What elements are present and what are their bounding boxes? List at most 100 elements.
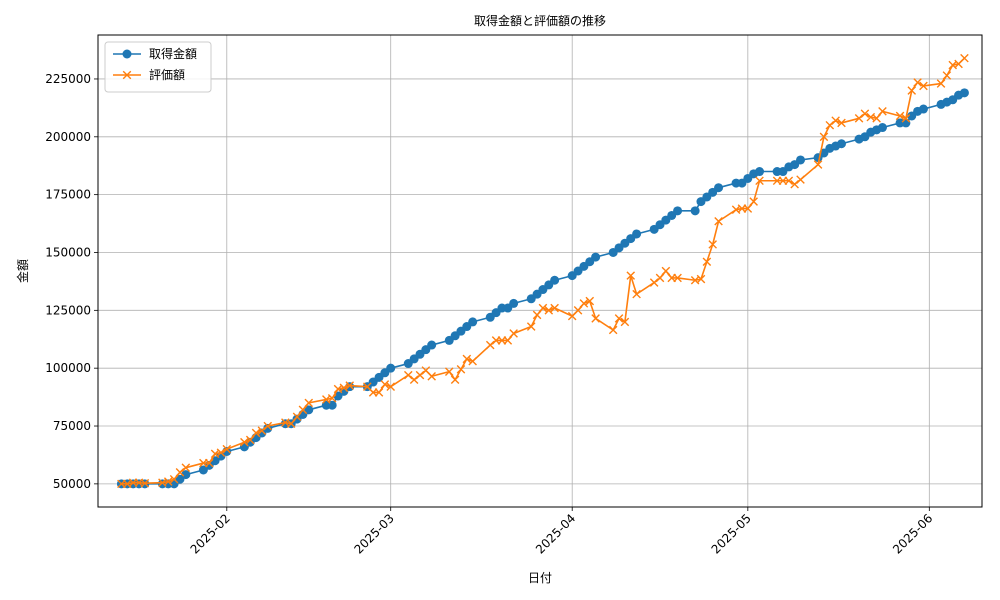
data-point (140, 478, 150, 488)
data-point (415, 370, 425, 380)
data-point (743, 204, 753, 213)
x-tick-label: 2025-03 (351, 511, 396, 556)
data-point (468, 317, 478, 327)
y-tick-label: 100000 (45, 361, 91, 375)
legend-label: 取得金額 (149, 46, 197, 61)
data-point (181, 463, 191, 472)
data-point (181, 470, 191, 480)
data-point (163, 477, 173, 486)
data-point (380, 380, 390, 389)
data-point (872, 113, 881, 123)
data-point (591, 314, 600, 323)
data-point (444, 367, 454, 376)
data-point (614, 314, 624, 323)
y-axis: 50000 75000 100000 125000 150000 175000 200000… (45, 72, 98, 491)
data-point (714, 216, 723, 226)
data-point (796, 155, 806, 165)
data-point (655, 273, 665, 283)
data-point (462, 354, 472, 364)
y-tick-label: 50000 (53, 477, 91, 491)
data-point (877, 123, 887, 133)
data-point (374, 388, 384, 397)
data-point (509, 298, 519, 308)
legend-marker (122, 70, 132, 80)
data-point (942, 71, 952, 80)
data-point (292, 412, 302, 422)
y-axis-label: 金額 (15, 259, 30, 283)
data-point (503, 336, 513, 345)
plot-area-frame (97, 34, 983, 508)
data-point (386, 363, 396, 373)
data-point (245, 435, 255, 445)
data-point (591, 252, 601, 262)
data-point (796, 175, 805, 184)
series-layer (116, 53, 969, 489)
grid (98, 35, 982, 507)
legend-marker (122, 49, 132, 59)
data-point (509, 329, 518, 338)
data-point (632, 289, 641, 299)
data-point (339, 383, 349, 393)
data-point (819, 132, 829, 142)
data-point (714, 183, 724, 193)
data-point (784, 176, 794, 186)
data-point (345, 381, 355, 390)
data-point (427, 340, 437, 350)
data-point (456, 365, 466, 374)
data-point (936, 79, 946, 88)
data-point (661, 266, 671, 276)
data-point (298, 405, 308, 415)
data-point (304, 398, 314, 408)
y-tick-label: 150000 (45, 245, 91, 259)
x-axis-label: 日付 (528, 571, 552, 585)
data-point (673, 206, 683, 216)
data-point (169, 474, 179, 484)
x-tick-label: 2025-04 (533, 511, 578, 556)
data-point (632, 229, 642, 239)
data-point (327, 393, 337, 403)
data-point (831, 116, 840, 125)
y-tick-label: 200000 (45, 130, 91, 144)
y-tick-label: 75000 (53, 419, 91, 433)
data-point (386, 382, 396, 391)
data-point (175, 467, 185, 477)
y-tick-label: 125000 (45, 303, 91, 317)
data-point (403, 370, 413, 380)
legend-item-0: 取得金額 (113, 46, 197, 61)
data-point (836, 139, 846, 149)
data-point (696, 274, 706, 284)
data-point (960, 53, 969, 63)
data-point (240, 437, 249, 447)
data-point (749, 197, 758, 206)
series-0 (116, 88, 969, 489)
data-point (585, 296, 595, 306)
data-point (304, 405, 314, 415)
data-point (708, 240, 717, 249)
data-point (790, 179, 799, 189)
y-tick-label: 225000 (45, 72, 91, 86)
data-point (755, 167, 765, 177)
data-point (485, 340, 495, 350)
data-point (450, 375, 460, 385)
data-point (204, 458, 214, 468)
data-point (257, 426, 267, 435)
legend-label: 評価額 (149, 67, 185, 82)
data-point (550, 303, 559, 313)
data-point (907, 86, 917, 95)
x-tick-label: 2025-06 (890, 511, 935, 556)
data-point (251, 428, 261, 438)
data-point (427, 371, 436, 381)
data-point (837, 118, 846, 128)
data-point (468, 356, 477, 366)
data-point (755, 176, 764, 186)
data-point (544, 306, 554, 315)
data-point (222, 444, 232, 454)
data-point (959, 88, 969, 98)
data-point (673, 273, 682, 283)
data-point (263, 421, 273, 431)
data-point (825, 120, 835, 130)
x-tick-label: 2025-02 (188, 511, 233, 556)
